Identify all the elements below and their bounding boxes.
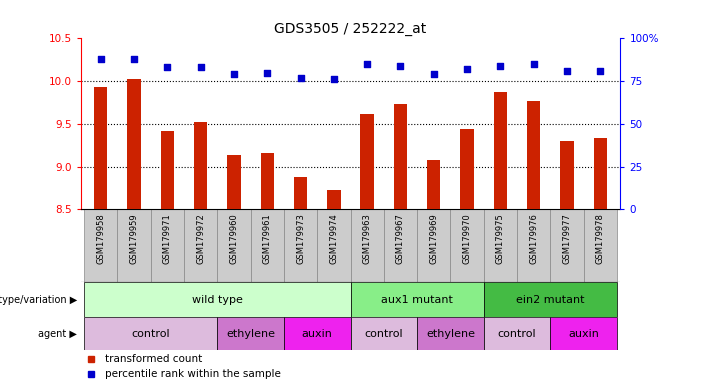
Point xyxy=(295,74,306,81)
Bar xyxy=(250,209,284,282)
Text: control: control xyxy=(131,328,170,339)
Bar xyxy=(284,317,350,350)
Point xyxy=(362,61,373,67)
Point xyxy=(528,61,539,67)
Bar xyxy=(484,282,617,317)
Bar xyxy=(560,141,573,384)
Bar xyxy=(327,190,341,384)
Bar xyxy=(550,317,617,350)
Bar xyxy=(128,79,141,384)
Point xyxy=(229,71,240,77)
Bar xyxy=(184,209,217,282)
Text: GSM179960: GSM179960 xyxy=(229,213,238,264)
Bar xyxy=(117,209,151,282)
Bar xyxy=(394,104,407,384)
Text: GSM179961: GSM179961 xyxy=(263,213,272,264)
Bar xyxy=(294,177,307,384)
Bar xyxy=(350,317,417,350)
Bar xyxy=(451,209,484,282)
Text: GSM179973: GSM179973 xyxy=(296,213,305,264)
Point xyxy=(428,71,440,77)
Point xyxy=(128,56,139,62)
Point xyxy=(328,76,339,83)
Bar xyxy=(161,131,174,384)
Text: GSM179978: GSM179978 xyxy=(596,213,605,264)
Bar xyxy=(384,209,417,282)
Text: GSM179974: GSM179974 xyxy=(329,213,339,264)
Point xyxy=(261,70,273,76)
Bar xyxy=(317,209,350,282)
Text: GSM179969: GSM179969 xyxy=(429,213,438,264)
Bar xyxy=(417,317,484,350)
Point xyxy=(95,56,107,62)
Text: ethylene: ethylene xyxy=(226,328,275,339)
Bar xyxy=(84,209,117,282)
Point xyxy=(461,66,472,72)
Bar xyxy=(84,282,350,317)
Bar xyxy=(584,209,617,282)
Text: auxin: auxin xyxy=(301,328,332,339)
Bar xyxy=(360,114,374,384)
Bar xyxy=(527,101,540,384)
Text: genotype/variation ▶: genotype/variation ▶ xyxy=(0,295,77,305)
Text: GSM179963: GSM179963 xyxy=(362,213,372,264)
Text: ethylene: ethylene xyxy=(426,328,475,339)
Bar xyxy=(84,317,217,350)
Bar xyxy=(550,209,584,282)
Bar xyxy=(217,317,284,350)
Bar xyxy=(417,209,451,282)
Text: GSM179977: GSM179977 xyxy=(563,213,571,264)
Point xyxy=(162,65,173,71)
Text: GSM179959: GSM179959 xyxy=(130,213,138,263)
Point xyxy=(395,63,406,69)
Point xyxy=(562,68,573,74)
Text: auxin: auxin xyxy=(569,328,599,339)
Bar xyxy=(261,153,274,384)
Bar xyxy=(284,209,317,282)
Text: control: control xyxy=(498,328,536,339)
Text: aux1 mutant: aux1 mutant xyxy=(381,295,453,305)
Point xyxy=(495,63,506,69)
Text: wild type: wild type xyxy=(192,295,243,305)
Bar xyxy=(427,160,440,384)
Title: GDS3505 / 252222_at: GDS3505 / 252222_at xyxy=(274,22,427,36)
Text: GSM179958: GSM179958 xyxy=(96,213,105,264)
Bar xyxy=(151,209,184,282)
Bar xyxy=(227,156,240,384)
Bar xyxy=(217,209,250,282)
Bar xyxy=(517,209,550,282)
Bar xyxy=(484,317,550,350)
Bar xyxy=(350,282,484,317)
Text: agent ▶: agent ▶ xyxy=(39,328,77,339)
Text: percentile rank within the sample: percentile rank within the sample xyxy=(105,369,281,379)
Text: ein2 mutant: ein2 mutant xyxy=(516,295,585,305)
Text: transformed count: transformed count xyxy=(105,354,202,364)
Bar xyxy=(594,137,607,384)
Point xyxy=(195,65,206,71)
Point xyxy=(594,68,606,74)
Text: GSM179975: GSM179975 xyxy=(496,213,505,264)
Bar xyxy=(494,92,507,384)
Text: GSM179971: GSM179971 xyxy=(163,213,172,264)
Bar xyxy=(461,129,474,384)
Text: GSM179972: GSM179972 xyxy=(196,213,205,264)
Bar xyxy=(94,87,107,384)
Bar xyxy=(350,209,384,282)
Text: GSM179970: GSM179970 xyxy=(463,213,472,264)
Text: GSM179976: GSM179976 xyxy=(529,213,538,264)
Text: GSM179967: GSM179967 xyxy=(396,213,405,264)
Bar xyxy=(194,122,207,384)
Bar xyxy=(484,209,517,282)
Text: control: control xyxy=(365,328,403,339)
